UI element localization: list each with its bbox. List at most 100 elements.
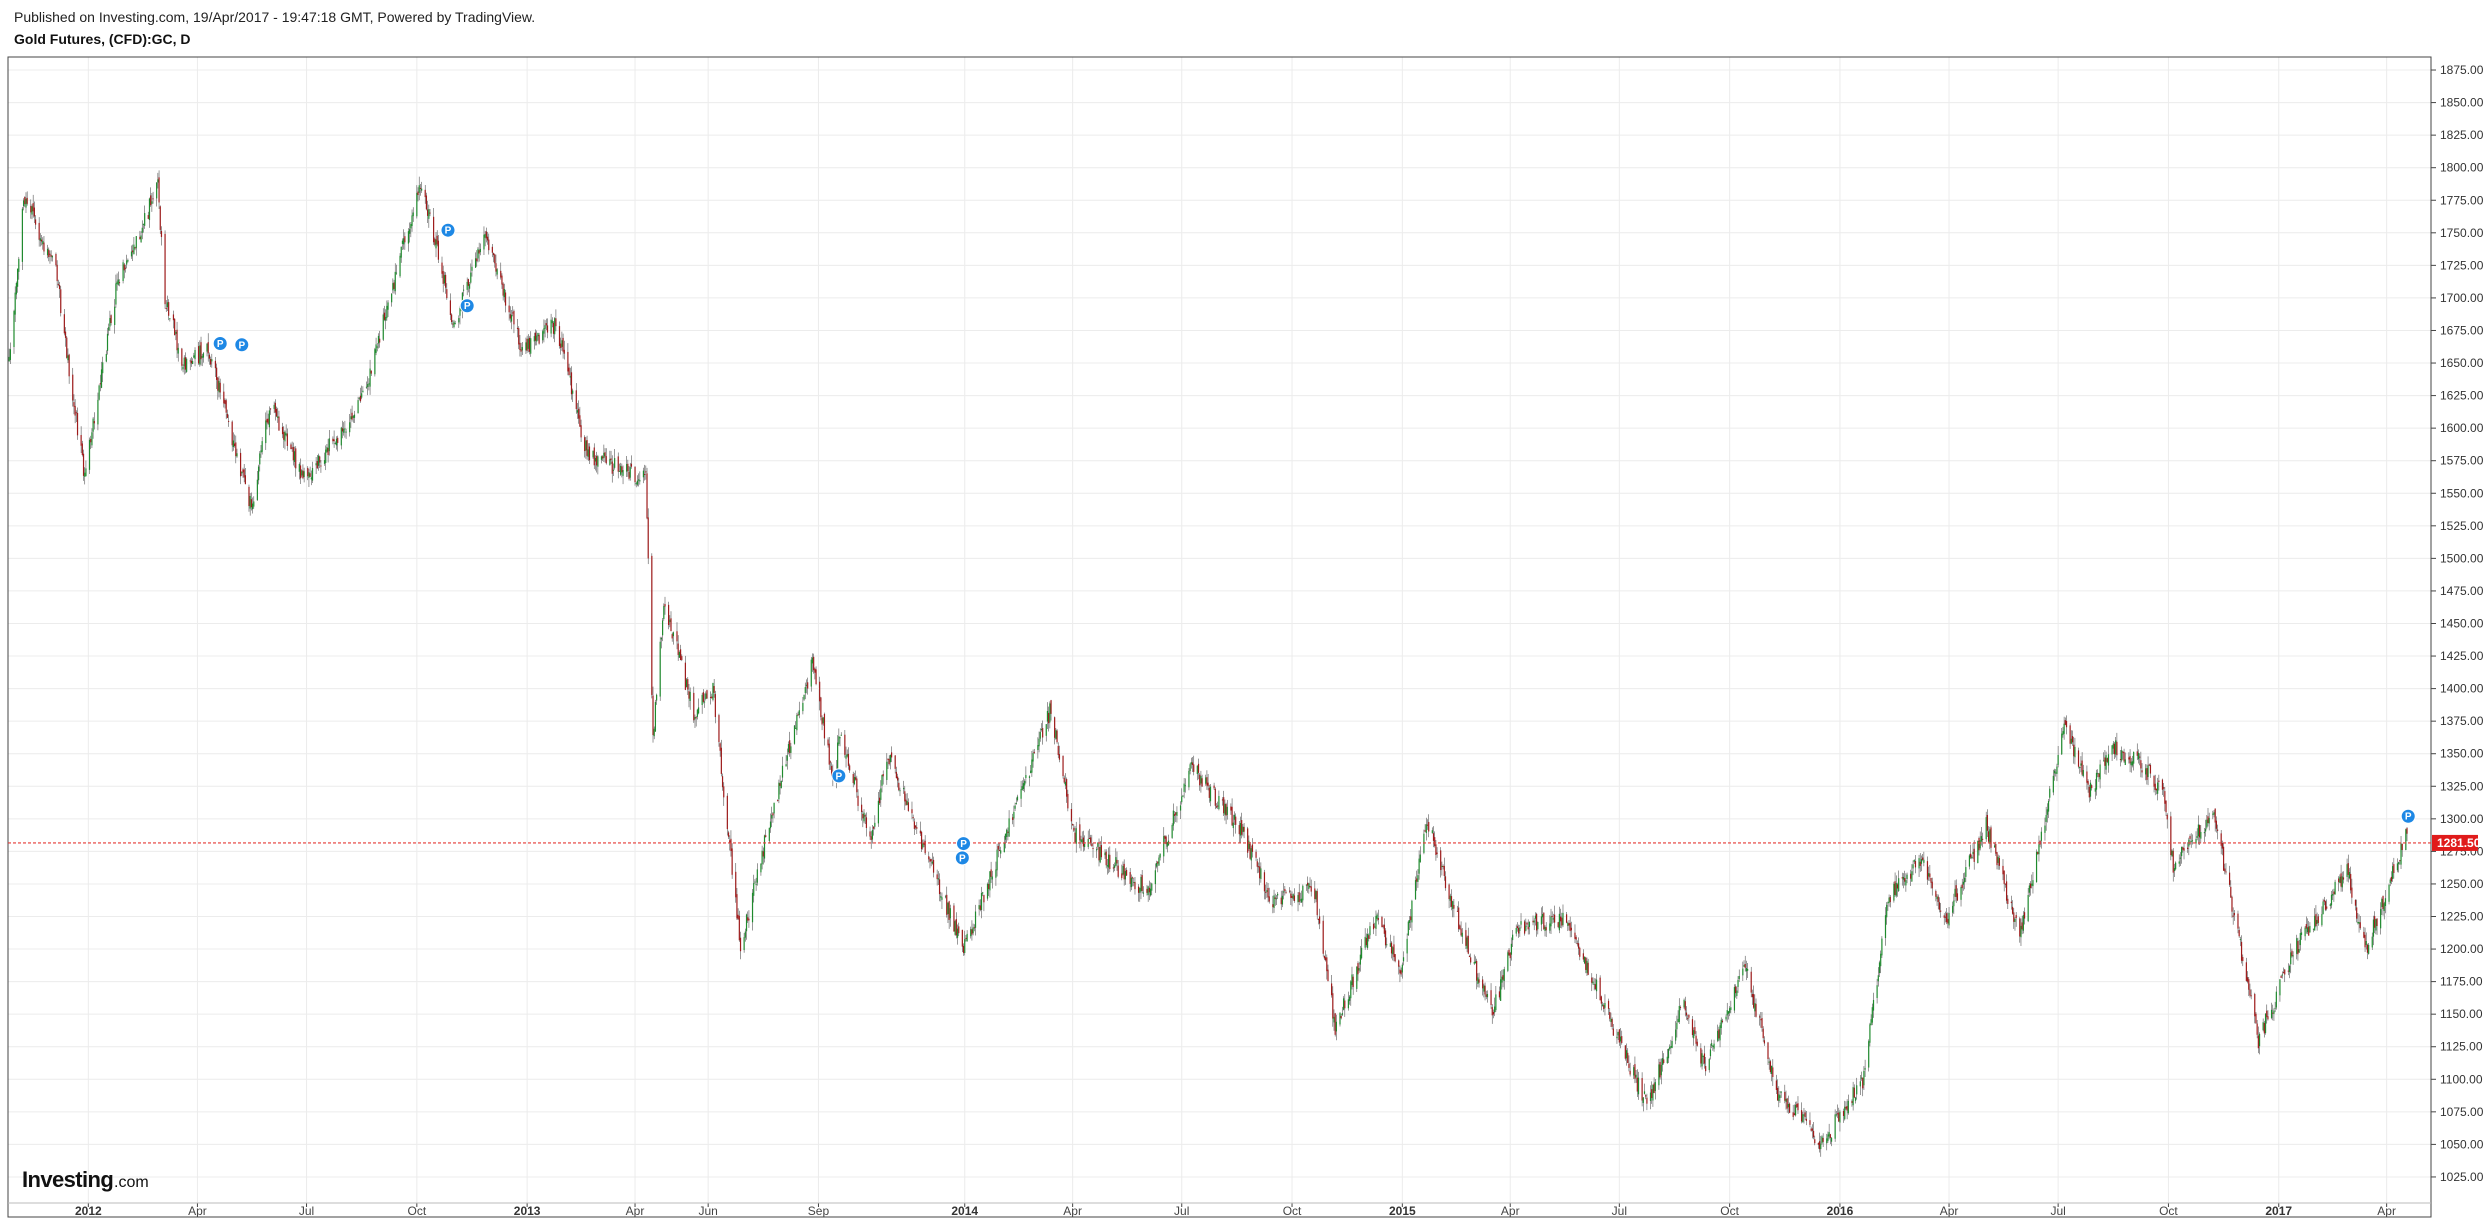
price-tick-label: 1700.00 <box>2440 291 2484 305</box>
candle-down <box>124 267 127 269</box>
candle-down <box>1432 833 1435 841</box>
candle-down <box>502 283 504 296</box>
candle-up <box>1826 1138 1828 1144</box>
candle-up <box>1099 847 1101 863</box>
event-marker[interactable]: P <box>954 850 970 866</box>
candle-up <box>367 384 369 388</box>
candle-down <box>1467 935 1469 954</box>
candle-up <box>954 921 956 935</box>
candle-down <box>2081 760 2083 775</box>
candle-up <box>1025 775 1027 779</box>
candle-up <box>1923 859 1925 863</box>
candle-up <box>353 414 356 418</box>
candle-down <box>1926 861 1929 880</box>
candle-up <box>2133 751 2135 764</box>
candle-down <box>1679 1006 1682 1008</box>
candle-up <box>2296 938 2298 954</box>
candle-down <box>828 743 830 765</box>
candle-up <box>793 725 796 744</box>
candle-down <box>224 400 226 405</box>
candle-up <box>1936 896 1938 900</box>
candle-down <box>1700 1048 1702 1064</box>
candle-up <box>1880 953 1882 967</box>
candle-up <box>881 774 883 786</box>
candle-up <box>1406 938 1408 954</box>
candle-up <box>1147 886 1149 896</box>
candle-down <box>1390 942 1393 954</box>
candle-down <box>2317 916 2319 923</box>
candle-down <box>445 274 447 288</box>
candle-down <box>829 761 832 763</box>
candle-up <box>1887 902 1889 904</box>
event-marker[interactable]: P <box>234 337 250 353</box>
candle-down <box>2166 814 2168 820</box>
candle-down <box>2374 916 2376 928</box>
candle-up <box>1864 1068 1866 1070</box>
candle-up <box>454 323 456 325</box>
candle-up <box>572 390 574 394</box>
candle-up <box>1188 770 1190 788</box>
candle-down <box>1090 837 1092 843</box>
candle-down <box>2222 846 2225 871</box>
event-marker[interactable]: P <box>459 298 475 314</box>
grid-lines <box>8 57 2431 1203</box>
candle-up <box>1888 897 1890 903</box>
time-tick-label: Jul <box>2050 1204 2065 1218</box>
candle-down <box>1231 806 1233 826</box>
candle-down <box>219 382 221 393</box>
candle-up <box>1985 817 1987 840</box>
candle-up <box>133 244 135 255</box>
candle-down <box>519 342 521 351</box>
candle-up <box>2348 872 2351 879</box>
event-marker[interactable]: P <box>956 836 972 852</box>
candle-down <box>563 349 565 354</box>
candle-up <box>1159 853 1161 858</box>
candle-down <box>2199 825 2201 838</box>
event-marker[interactable]: P <box>831 768 847 784</box>
candle-up <box>2309 925 2311 933</box>
event-marker[interactable]: P <box>440 222 456 238</box>
candle-down <box>617 456 619 472</box>
candle-up <box>31 206 33 215</box>
candle-down <box>1570 927 1572 931</box>
candle-down <box>762 851 764 857</box>
candle-down <box>2091 785 2093 789</box>
candle-down <box>990 869 992 877</box>
candle-down <box>1326 957 1328 972</box>
candle-up <box>1281 895 1284 905</box>
candle-down <box>225 400 227 413</box>
candle-down <box>1651 1089 1653 1099</box>
candle-up <box>1633 1067 1635 1076</box>
event-marker[interactable]: P <box>212 336 228 351</box>
candle-down <box>333 439 335 442</box>
candle-down <box>1805 1118 1807 1121</box>
candle-up <box>1205 777 1207 784</box>
candle-down <box>593 447 595 466</box>
candle-down <box>628 471 630 479</box>
candle-down <box>558 326 561 346</box>
candle-down <box>1072 824 1074 826</box>
candle-down <box>1238 825 1240 835</box>
candle-up <box>9 349 11 360</box>
candle-down <box>1524 921 1526 934</box>
candle-up <box>1711 1043 1713 1046</box>
candle-up <box>303 471 305 477</box>
candle-down <box>467 279 469 286</box>
candle-up <box>805 684 808 686</box>
candle-down <box>1434 837 1436 846</box>
event-marker[interactable]: P <box>2400 808 2416 824</box>
candle-up <box>2057 754 2059 765</box>
candle-up <box>1375 916 1377 929</box>
candle-down <box>847 753 850 766</box>
candle-up <box>474 258 477 268</box>
candle-down <box>1845 1106 1847 1109</box>
candle-up <box>293 451 296 462</box>
candle-down <box>605 456 607 464</box>
candle-up <box>1308 883 1310 890</box>
time-tick-label: 2014 <box>951 1204 978 1218</box>
candle-up <box>1954 888 1956 897</box>
candle-down <box>928 856 930 860</box>
candle-up <box>1835 1114 1837 1116</box>
candle-up <box>1452 901 1454 909</box>
